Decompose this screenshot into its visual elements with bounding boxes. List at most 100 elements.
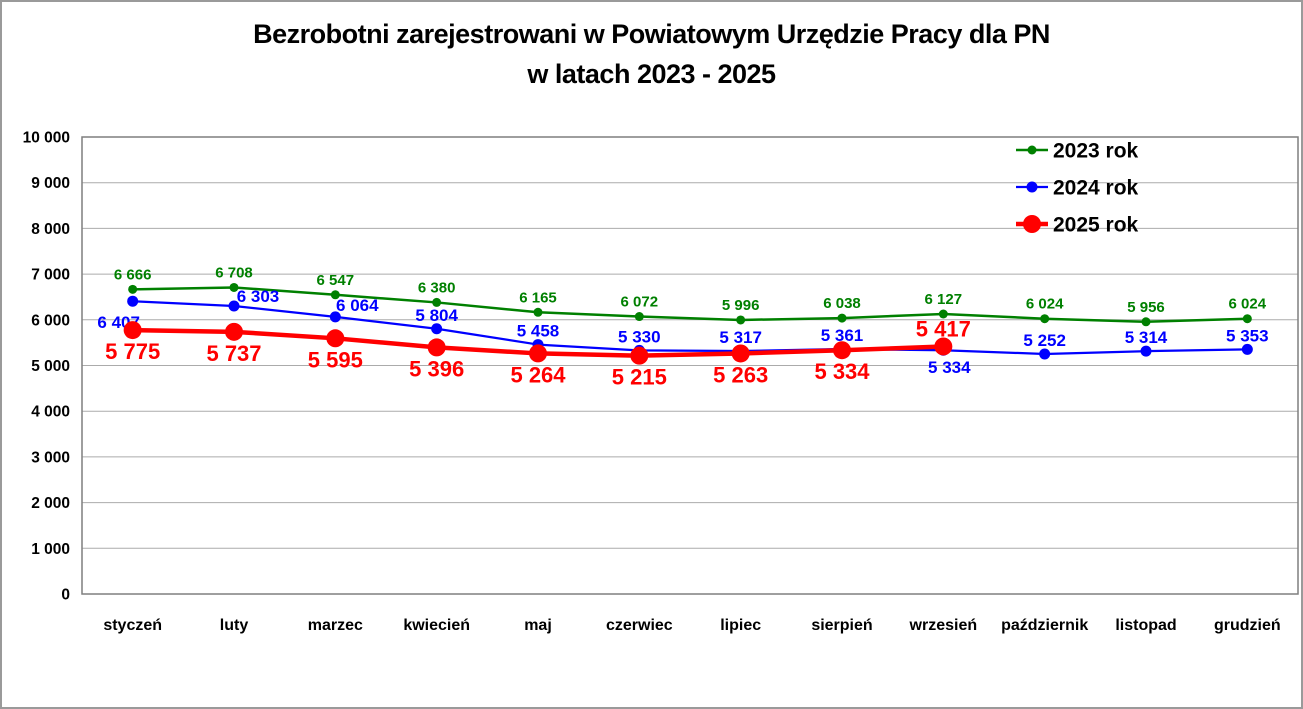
x-axis-category-label: sierpień bbox=[811, 617, 872, 634]
data-label-2023-rok-11: 6 024 bbox=[1229, 296, 1267, 313]
data-label-2024-rok-8: 5 334 bbox=[928, 358, 971, 377]
data-label-2025-rok-4: 5 264 bbox=[510, 362, 566, 387]
data-label-2023-rok-9: 6 024 bbox=[1026, 296, 1064, 313]
data-label-2024-rok-6: 5 317 bbox=[719, 328, 762, 347]
data-point-2023-rok-0 bbox=[128, 284, 138, 294]
data-point-2025-rok-2 bbox=[326, 329, 345, 348]
y-axis-tick-label: 6 000 bbox=[31, 312, 70, 329]
data-label-2024-rok-9: 5 252 bbox=[1023, 331, 1066, 350]
legend-marker-2023-rok bbox=[1027, 145, 1037, 155]
data-point-2025-rok-0 bbox=[123, 321, 142, 340]
data-label-2024-rok-2: 6 064 bbox=[336, 296, 379, 315]
data-point-2025-rok-8 bbox=[934, 337, 953, 356]
data-label-2025-rok-8: 5 417 bbox=[916, 316, 971, 341]
x-axis-category-label: październik bbox=[1001, 617, 1088, 634]
data-point-2025-rok-4 bbox=[529, 344, 547, 363]
data-point-2024-rok-0 bbox=[127, 295, 139, 307]
data-point-2024-rok-1 bbox=[228, 300, 240, 312]
legend-item-2023-rok: 2023 rok bbox=[1016, 140, 1139, 163]
data-point-2025-rok-6 bbox=[731, 344, 750, 363]
chart-title: Bezrobotni zarejestrowani w Powiatowym U… bbox=[2, 14, 1301, 94]
legend-label-2023-rok: 2023 rok bbox=[1053, 140, 1139, 163]
y-axis-tick-label: 3 000 bbox=[31, 449, 70, 466]
y-axis-tick-label: 2 000 bbox=[31, 495, 70, 512]
chart-title-line1: Bezrobotni zarejestrowani w Powiatowym U… bbox=[253, 19, 1050, 49]
x-axis-category-label: styczeń bbox=[103, 617, 162, 634]
data-point-2023-rok-8 bbox=[938, 309, 948, 319]
data-label-2024-rok-3: 5 804 bbox=[415, 306, 458, 325]
data-label-2023-rok-10: 5 956 bbox=[1127, 299, 1165, 316]
data-point-2024-rok-9 bbox=[1039, 348, 1051, 360]
data-point-2023-rok-2 bbox=[330, 290, 340, 300]
data-point-2023-rok-6 bbox=[736, 315, 746, 325]
data-point-2023-rok-7 bbox=[837, 313, 847, 323]
x-axis-category-label: lipiec bbox=[720, 617, 761, 634]
data-label-2025-rok-2: 5 595 bbox=[308, 347, 363, 372]
data-point-2023-rok-10 bbox=[1141, 317, 1151, 327]
data-label-2023-rok-6: 5 996 bbox=[722, 297, 760, 314]
y-axis-tick-label: 0 bbox=[61, 587, 70, 604]
data-point-2023-rok-11 bbox=[1242, 314, 1252, 324]
data-point-2023-rok-4 bbox=[533, 307, 543, 317]
data-label-2025-rok-0: 5 775 bbox=[105, 339, 160, 364]
x-axis-category-label: listopad bbox=[1115, 617, 1176, 634]
data-point-2025-rok-7 bbox=[833, 341, 851, 360]
data-point-2024-rok-3 bbox=[431, 323, 443, 335]
y-axis-tick-label: 1 000 bbox=[31, 541, 70, 558]
x-axis-category-label: marzec bbox=[308, 617, 363, 634]
data-label-2023-rok-8: 6 127 bbox=[925, 291, 963, 308]
legend-marker-2024-rok bbox=[1026, 181, 1038, 193]
data-label-2025-rok-7: 5 334 bbox=[814, 359, 870, 384]
data-point-2024-rok-2 bbox=[329, 311, 341, 323]
data-label-2023-rok-2: 6 547 bbox=[317, 272, 355, 289]
data-label-2023-rok-1: 6 708 bbox=[215, 264, 253, 281]
data-point-2023-rok-5 bbox=[634, 312, 644, 322]
data-point-2023-rok-3 bbox=[432, 297, 442, 307]
y-axis-tick-label: 4 000 bbox=[31, 404, 70, 421]
data-label-2025-rok-3: 5 396 bbox=[409, 356, 464, 381]
y-axis-tick-label: 5 000 bbox=[31, 358, 70, 375]
chart-title-line2: w latach 2023 - 2025 bbox=[527, 59, 776, 89]
legend-label-2025-rok: 2025 rok bbox=[1053, 214, 1139, 237]
data-label-2025-rok-1: 5 737 bbox=[206, 341, 261, 366]
y-axis-tick-label: 8 000 bbox=[31, 221, 70, 238]
data-label-2023-rok-7: 6 038 bbox=[823, 295, 861, 312]
x-axis-category-label: czerwiec bbox=[606, 617, 673, 634]
data-label-2024-rok-10: 5 314 bbox=[1125, 328, 1168, 347]
x-axis-category-label: luty bbox=[220, 617, 249, 634]
legend-marker-2025-rok bbox=[1023, 215, 1041, 233]
x-axis-category-label: maj bbox=[524, 617, 552, 634]
data-label-2023-rok-4: 6 165 bbox=[519, 289, 557, 306]
data-label-2025-rok-6: 5 263 bbox=[713, 362, 768, 387]
y-axis-tick-label: 10 000 bbox=[23, 130, 70, 147]
data-label-2024-rok-4: 5 458 bbox=[517, 322, 560, 341]
x-axis-category-label: wrzesień bbox=[909, 617, 978, 634]
legend-item-2025-rok: 2025 rok bbox=[1016, 214, 1139, 237]
data-point-2025-rok-1 bbox=[225, 322, 243, 341]
data-point-2023-rok-1 bbox=[229, 282, 239, 292]
data-label-2024-rok-7: 5 361 bbox=[821, 326, 864, 345]
legend-item-2024-rok: 2024 rok bbox=[1016, 177, 1139, 200]
data-point-2023-rok-9 bbox=[1040, 314, 1050, 324]
data-point-2024-rok-10 bbox=[1140, 345, 1152, 357]
series-line-2023-rok bbox=[132, 286, 1248, 324]
data-point-2024-rok-11 bbox=[1241, 343, 1253, 355]
legend-label-2024-rok: 2024 rok bbox=[1053, 177, 1139, 200]
data-label-2024-rok-5: 5 330 bbox=[618, 327, 661, 346]
x-axis-category-label: kwiecień bbox=[403, 617, 470, 634]
series-line-2024-rok bbox=[132, 300, 1248, 356]
data-point-2025-rok-5 bbox=[630, 346, 649, 365]
data-label-2024-rok-11: 5 353 bbox=[1226, 326, 1269, 345]
data-label-2023-rok-5: 6 072 bbox=[621, 294, 659, 311]
data-label-2024-rok-1: 6 303 bbox=[237, 287, 280, 306]
y-axis-tick-label: 9 000 bbox=[31, 175, 70, 192]
data-point-2025-rok-3 bbox=[427, 338, 446, 357]
data-label-2023-rok-3: 6 380 bbox=[418, 279, 456, 296]
y-axis-tick-label: 7 000 bbox=[31, 267, 70, 284]
x-axis-category-label: grudzień bbox=[1214, 617, 1281, 634]
data-label-2025-rok-5: 5 215 bbox=[612, 365, 667, 390]
plot-border bbox=[81, 136, 1299, 595]
data-label-2023-rok-0: 6 666 bbox=[114, 266, 152, 283]
